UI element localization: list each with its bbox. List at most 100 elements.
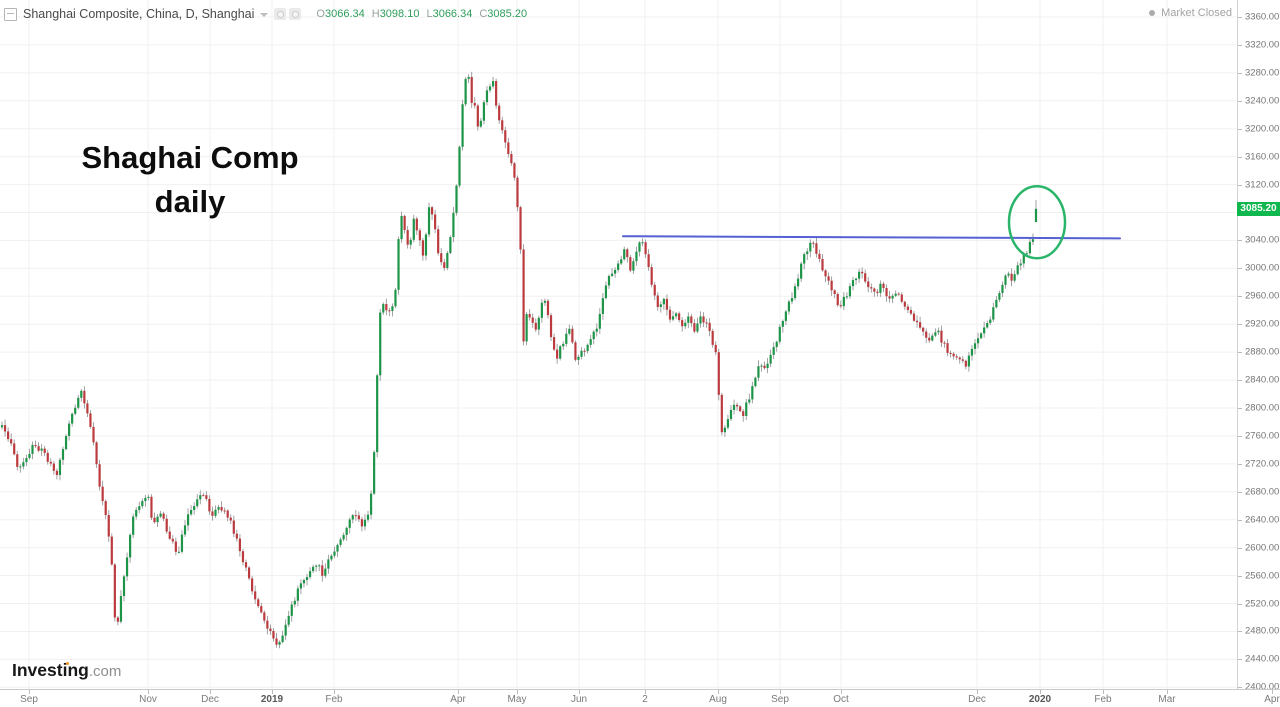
candle-body bbox=[278, 642, 281, 645]
time-tick-label: Feb bbox=[325, 694, 343, 705]
time-tick-label: 2020 bbox=[1028, 694, 1052, 705]
price-tick-mark bbox=[1238, 575, 1242, 577]
candle-body bbox=[845, 296, 848, 298]
candle-body bbox=[552, 337, 556, 350]
candle-body bbox=[394, 289, 397, 307]
candle-body bbox=[263, 612, 266, 621]
time-tick-mark bbox=[645, 690, 646, 694]
candle-body bbox=[64, 435, 68, 450]
candle-body bbox=[897, 293, 900, 295]
candle-body bbox=[461, 104, 464, 147]
candle-body bbox=[781, 320, 784, 327]
chart-plot-area[interactable] bbox=[0, 0, 1237, 689]
candle-body bbox=[373, 452, 376, 494]
price-tick-label: 2520.00 bbox=[1245, 598, 1280, 609]
chart-legend: Shanghai Composite, China, D, Shanghai O… bbox=[4, 6, 534, 22]
trendline-annotation[interactable] bbox=[622, 235, 1121, 240]
candle-body bbox=[922, 327, 925, 332]
candle-body bbox=[592, 331, 595, 340]
candle-body bbox=[668, 309, 672, 320]
collapse-legend-icon[interactable] bbox=[4, 7, 17, 21]
legend-circle-icon-1[interactable] bbox=[274, 8, 287, 20]
chart-text-annotation[interactable]: Shaghai Comp daily bbox=[58, 136, 322, 224]
candle-body bbox=[180, 534, 184, 552]
candle-body bbox=[171, 538, 174, 542]
candle-body bbox=[363, 519, 367, 527]
candle-body bbox=[415, 218, 418, 231]
candle-body bbox=[165, 518, 168, 532]
candle-body bbox=[369, 493, 373, 515]
candle-body bbox=[10, 439, 13, 444]
candle-body bbox=[342, 534, 345, 540]
candle-body bbox=[156, 516, 159, 523]
candle-body bbox=[522, 249, 525, 342]
time-tick-mark bbox=[1167, 690, 1168, 694]
annotation-line-2: daily bbox=[154, 184, 226, 219]
candle-body bbox=[931, 335, 934, 341]
candle-body bbox=[495, 81, 498, 106]
legend-circle-icon-2[interactable] bbox=[289, 8, 302, 20]
candle-body bbox=[397, 239, 400, 290]
open-label: O bbox=[316, 8, 325, 20]
candle-body bbox=[232, 520, 235, 534]
candle-body bbox=[13, 443, 16, 455]
candle-body bbox=[360, 519, 364, 527]
candle-body bbox=[674, 313, 678, 317]
time-axis[interactable]: Sep Nov Dec 2019 Feb Apr May Jun 2 Aug Sep Oct Dec 20… bbox=[0, 689, 1280, 707]
candle-body bbox=[437, 229, 440, 254]
candle-body bbox=[867, 281, 870, 288]
price-axis[interactable]: 3360.00 3320.00 3280.00 3240.00 3200.00 3160.… bbox=[1237, 0, 1280, 693]
candle-body bbox=[1016, 265, 1019, 275]
time-tick-mark bbox=[334, 690, 335, 694]
candle-body bbox=[729, 409, 733, 420]
candle-body bbox=[49, 461, 52, 464]
investing-logo[interactable]: Investing.com bbox=[12, 660, 121, 681]
candle-body bbox=[973, 343, 977, 349]
candle-body bbox=[839, 305, 842, 307]
candle-body bbox=[510, 154, 513, 164]
price-tick-mark bbox=[1238, 17, 1242, 18]
candle-body bbox=[885, 288, 888, 297]
candle-body bbox=[177, 551, 181, 553]
candle-body bbox=[714, 344, 717, 353]
time-tick-mark bbox=[718, 690, 719, 694]
candle-body bbox=[135, 509, 138, 517]
candle-body bbox=[229, 517, 232, 521]
candle-body bbox=[403, 215, 406, 231]
candle-body bbox=[543, 300, 547, 303]
ellipse-annotation[interactable] bbox=[1007, 185, 1067, 260]
candle-body bbox=[208, 498, 211, 512]
candle-body bbox=[1019, 263, 1022, 266]
candle-body bbox=[305, 577, 309, 580]
candle-body bbox=[720, 394, 723, 433]
candle-body bbox=[235, 533, 238, 539]
candle-body bbox=[754, 377, 757, 387]
candle-body bbox=[800, 263, 803, 279]
time-tick-label: 2019 bbox=[260, 694, 284, 705]
candle-body bbox=[452, 212, 455, 238]
candle-body bbox=[943, 342, 946, 344]
ohlc-readout: O3066.34 H3098.10 L3066.34 C3085.20 bbox=[316, 8, 534, 20]
candle-body bbox=[854, 278, 858, 281]
candle-body bbox=[1010, 273, 1013, 281]
candle-body bbox=[812, 242, 815, 244]
candle-body bbox=[696, 323, 699, 332]
candle-body bbox=[586, 344, 589, 352]
candle-body bbox=[318, 565, 321, 567]
time-tick-label: Feb bbox=[1094, 694, 1112, 705]
price-tick-mark bbox=[1238, 519, 1242, 521]
low-label: L bbox=[426, 8, 433, 20]
candle-body bbox=[1031, 239, 1035, 242]
close-value: 3085.20 bbox=[487, 8, 528, 20]
candlestick-chart[interactable] bbox=[0, 0, 1237, 689]
candle-body bbox=[1028, 241, 1031, 254]
candle-body bbox=[790, 298, 794, 302]
candle-body bbox=[918, 322, 922, 328]
price-tick-mark bbox=[1238, 324, 1242, 326]
candle-body bbox=[183, 525, 187, 535]
price-tick-mark bbox=[1238, 603, 1242, 605]
candle-body bbox=[132, 516, 135, 535]
price-tick-mark bbox=[1238, 128, 1242, 130]
chevron-down-icon[interactable] bbox=[260, 13, 269, 17]
candle-body bbox=[906, 306, 909, 310]
